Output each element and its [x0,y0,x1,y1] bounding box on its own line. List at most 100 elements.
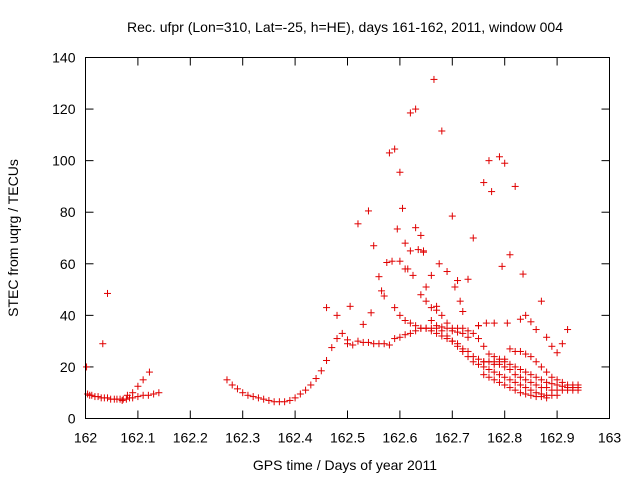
data-point [401,317,409,325]
data-point [464,353,472,361]
data-point [412,322,420,330]
data-point [406,329,414,337]
data-point [286,396,294,404]
data-point [469,329,477,337]
data-point [522,376,530,384]
data-point [438,311,446,319]
data-point [433,329,441,337]
data-point [537,363,545,371]
data-point [123,391,131,399]
data-point [516,315,524,323]
data-point [527,353,535,361]
y-axis: 0 20 40 60 80 100 120 140 [52,50,610,427]
data-point [338,329,346,337]
data-point [532,358,540,366]
data-point [469,234,477,242]
data-point [475,322,482,330]
x-tick-label: 162 [74,430,98,446]
data-point [435,260,443,268]
data-point [427,327,435,335]
data-point [558,340,566,348]
data-point [104,289,112,297]
y-tick-label: 100 [52,153,76,169]
data-point [260,395,268,403]
data-point [443,268,451,276]
data-point [427,304,435,312]
data-point [522,368,530,376]
data-point [482,319,490,327]
chart-title: Rec. ufpr (Lon=310, Lat=-25, h=HE), days… [127,19,563,35]
data-point [456,297,464,305]
data-point [543,333,551,341]
data-point [422,283,430,291]
data-point [522,311,530,319]
data-point [396,333,404,341]
data-point [333,335,341,343]
data-point [422,324,430,332]
data-point [490,376,498,384]
data-point [317,367,325,375]
data-point [553,349,561,357]
data-point [427,271,435,279]
data-point [522,390,530,398]
data-point [391,304,399,312]
data-point [490,368,498,376]
data-point [385,149,393,157]
x-axis: 162 162.1 162.2 162.3 162.4 162.5 162.6 162.7 16… [74,57,621,446]
data-point [412,105,420,113]
data-point [291,394,299,402]
data-series [83,75,582,406]
data-point [501,373,509,381]
data-point [516,373,524,381]
data-point [464,275,472,283]
x-tick-label: 162.8 [487,430,522,446]
data-point [495,371,503,379]
data-point [155,389,163,397]
data-point [459,324,467,332]
data-point [223,376,231,384]
data-point [519,270,527,278]
data-point [548,342,556,350]
data-point [459,307,467,315]
y-tick-label: 0 [68,411,76,427]
data-point [495,378,503,386]
data-point [239,389,247,397]
data-point [443,332,451,340]
data-point [506,384,514,392]
data-point [522,384,530,392]
x-tick-label: 162.6 [382,430,417,446]
data-point [118,396,126,404]
data-point [574,381,582,389]
y-tick-label: 140 [52,50,76,66]
data-point [516,366,524,374]
x-tick-label: 162.1 [120,430,155,446]
data-point [488,188,496,196]
data-point [537,393,545,401]
x-tick-label: 162.9 [540,430,575,446]
data-point [414,246,422,254]
data-point [265,396,273,404]
data-point [527,378,535,386]
data-point [307,381,315,389]
data-point [490,319,498,327]
data-point [364,207,372,215]
data-point [511,386,519,394]
data-point [354,220,362,228]
data-point [417,231,425,239]
data-point [511,363,519,371]
data-point [244,391,252,399]
data-point [527,391,535,399]
data-point [383,258,391,266]
x-tick-label: 162.2 [173,430,208,446]
data-point [139,376,147,384]
x-tick-label: 162.3 [225,430,260,446]
x-tick-label: 162.7 [435,430,470,446]
data-point [406,109,414,117]
data-point [480,342,488,350]
data-point [516,381,524,389]
data-point [506,376,514,384]
data-point [144,391,152,399]
data-point [233,385,241,393]
data-point [388,257,396,265]
